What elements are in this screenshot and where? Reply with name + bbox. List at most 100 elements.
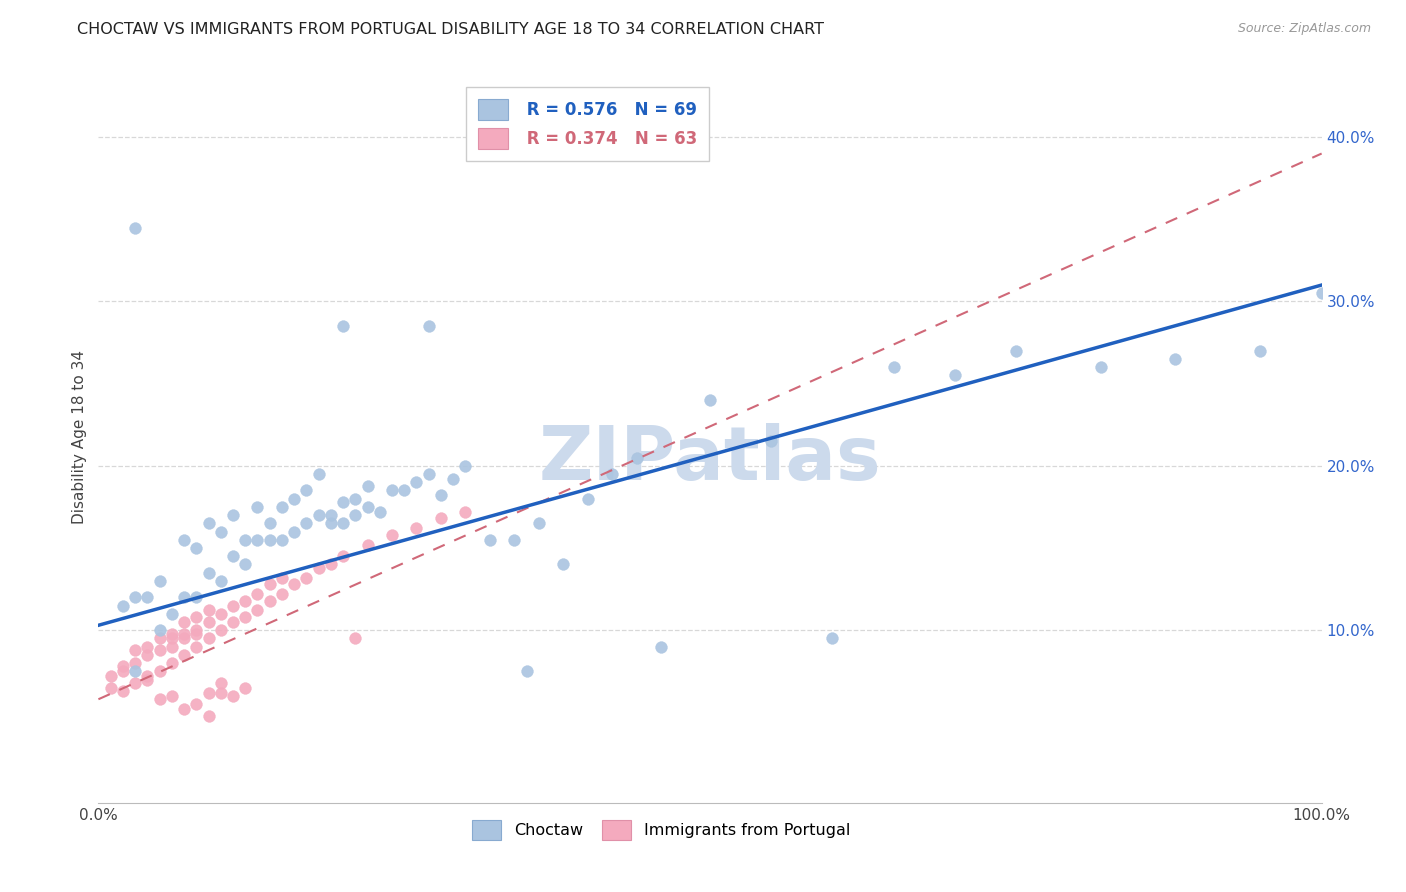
Point xyxy=(295,483,318,498)
Point xyxy=(197,566,219,580)
Y-axis label: Disability Age 18 to 34: Disability Age 18 to 34 xyxy=(72,350,87,524)
Point xyxy=(344,508,367,523)
Point xyxy=(173,632,195,646)
Point xyxy=(295,516,318,531)
Point xyxy=(626,450,648,465)
Point xyxy=(233,533,256,547)
Point xyxy=(124,643,146,657)
Point xyxy=(283,491,305,506)
Point xyxy=(233,610,256,624)
Point xyxy=(149,665,172,679)
Point xyxy=(430,511,453,525)
Point xyxy=(209,607,232,621)
Point xyxy=(332,549,354,564)
Point xyxy=(197,603,219,617)
Point xyxy=(344,491,367,506)
Point xyxy=(319,516,342,531)
Point xyxy=(270,500,294,514)
Point xyxy=(136,591,159,605)
Point xyxy=(1004,343,1026,358)
Point xyxy=(503,533,526,547)
Point xyxy=(883,360,905,375)
Point xyxy=(186,591,208,605)
Point xyxy=(222,508,245,523)
Point xyxy=(283,577,305,591)
Point xyxy=(319,508,342,523)
Point xyxy=(650,640,672,654)
Point xyxy=(259,516,281,531)
Point xyxy=(553,558,575,572)
Point xyxy=(319,558,342,572)
Point xyxy=(222,599,245,613)
Point xyxy=(233,558,256,572)
Point xyxy=(356,500,378,514)
Point xyxy=(186,541,208,555)
Point xyxy=(160,607,183,621)
Point xyxy=(1310,286,1333,301)
Point xyxy=(160,656,183,670)
Point xyxy=(124,665,146,679)
Point xyxy=(418,319,440,334)
Point xyxy=(381,483,404,498)
Point xyxy=(332,495,354,509)
Point xyxy=(246,500,269,514)
Point xyxy=(1164,351,1187,366)
Point xyxy=(111,665,134,679)
Point xyxy=(136,673,159,687)
Point xyxy=(197,516,219,531)
Point xyxy=(124,675,146,690)
Point xyxy=(149,632,172,646)
Point xyxy=(197,632,219,646)
Point xyxy=(124,656,146,670)
Point xyxy=(111,599,134,613)
Point xyxy=(259,533,281,547)
Point xyxy=(600,467,623,481)
Point xyxy=(441,472,464,486)
Point xyxy=(149,692,172,706)
Point xyxy=(332,516,354,531)
Point xyxy=(197,708,219,723)
Point xyxy=(160,626,183,640)
Point xyxy=(173,533,195,547)
Point xyxy=(136,648,159,662)
Point xyxy=(173,626,195,640)
Point xyxy=(368,505,391,519)
Point xyxy=(149,574,172,588)
Point xyxy=(270,587,294,601)
Point xyxy=(124,220,146,235)
Point xyxy=(233,593,256,607)
Point xyxy=(100,681,122,695)
Point xyxy=(344,632,367,646)
Point xyxy=(405,475,427,490)
Point xyxy=(233,681,256,695)
Point xyxy=(699,393,721,408)
Point xyxy=(149,643,172,657)
Point xyxy=(149,624,172,638)
Point xyxy=(259,593,281,607)
Point xyxy=(381,528,404,542)
Point xyxy=(246,603,269,617)
Point xyxy=(209,524,232,539)
Point xyxy=(761,434,783,449)
Point xyxy=(405,521,427,535)
Point xyxy=(270,533,294,547)
Point xyxy=(173,615,195,629)
Point xyxy=(454,458,477,473)
Point xyxy=(246,587,269,601)
Point xyxy=(1249,343,1271,358)
Text: Source: ZipAtlas.com: Source: ZipAtlas.com xyxy=(1237,22,1371,36)
Point xyxy=(1090,360,1112,375)
Point xyxy=(209,624,232,638)
Point xyxy=(943,368,966,383)
Point xyxy=(160,640,183,654)
Point xyxy=(418,467,440,481)
Point xyxy=(246,533,269,547)
Point xyxy=(392,483,416,498)
Point xyxy=(173,648,195,662)
Point xyxy=(197,686,219,700)
Point xyxy=(332,319,354,334)
Point xyxy=(283,524,305,539)
Point xyxy=(222,549,245,564)
Point xyxy=(356,538,378,552)
Point xyxy=(308,508,330,523)
